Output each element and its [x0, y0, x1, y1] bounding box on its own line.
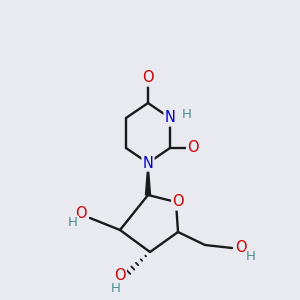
Text: O: O — [142, 70, 154, 86]
Text: N: N — [142, 155, 153, 170]
Text: O: O — [75, 206, 87, 220]
Text: N: N — [165, 110, 176, 125]
Text: O: O — [114, 268, 126, 284]
Polygon shape — [146, 163, 151, 195]
Text: H: H — [68, 217, 78, 230]
Text: H: H — [182, 109, 192, 122]
Text: O: O — [172, 194, 184, 209]
Text: O: O — [235, 241, 247, 256]
Text: O: O — [187, 140, 199, 155]
Text: H: H — [246, 250, 256, 263]
Text: H: H — [111, 283, 121, 296]
